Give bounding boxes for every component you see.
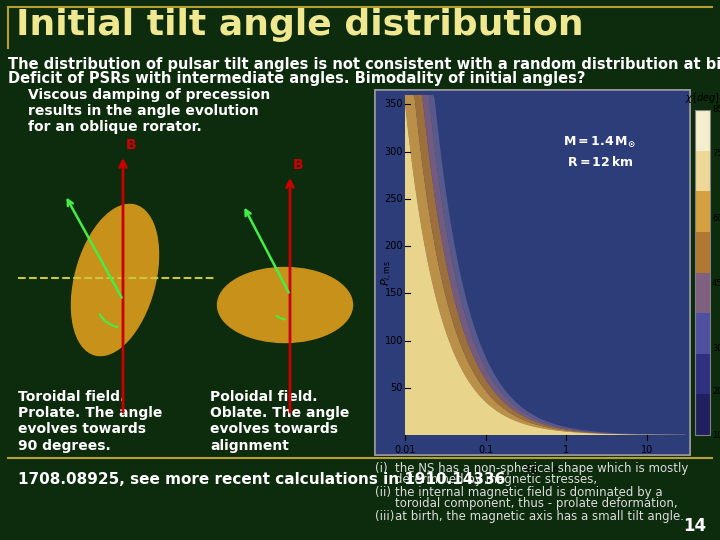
- Text: $\chi\,[deg]$: $\chi\,[deg]$: [685, 91, 720, 105]
- Text: the NS has a non-spherical shape which is mostly: the NS has a non-spherical shape which i…: [395, 462, 688, 475]
- Text: at birth, the magnetic axis has a small tilt angle.: at birth, the magnetic axis has a small …: [395, 510, 684, 523]
- Text: 30: 30: [712, 344, 720, 353]
- Text: 350: 350: [384, 99, 403, 110]
- Text: $\bf{R = 12\,km}$: $\bf{R = 12\,km}$: [567, 155, 634, 169]
- Bar: [695, 273, 710, 313]
- Polygon shape: [405, 104, 685, 435]
- Polygon shape: [405, 95, 685, 435]
- Ellipse shape: [71, 205, 158, 355]
- Polygon shape: [405, 95, 685, 435]
- Text: the internal magnetic field is dominated by a: the internal magnetic field is dominated…: [395, 486, 662, 499]
- Text: Viscous damping of precession
results in the angle evolution
for an oblique rora: Viscous damping of precession results in…: [28, 88, 270, 134]
- Text: (ii): (ii): [375, 486, 391, 499]
- Bar: [695, 313, 710, 354]
- Text: 45: 45: [712, 279, 720, 288]
- Text: 200: 200: [384, 241, 403, 251]
- Text: $\bf{M = 1.4\,M_{\odot}}$: $\bf{M = 1.4\,M_{\odot}}$: [564, 135, 636, 150]
- Text: 100: 100: [384, 335, 403, 346]
- Polygon shape: [405, 95, 685, 435]
- Text: B: B: [293, 158, 304, 172]
- Text: 50: 50: [391, 383, 403, 393]
- Bar: [695, 191, 710, 232]
- Text: Poloidal field.
Oblate. The angle
evolves towards
alignment: Poloidal field. Oblate. The angle evolve…: [210, 390, 349, 453]
- Text: 1: 1: [563, 445, 569, 455]
- Text: B: B: [126, 138, 137, 152]
- Text: 75: 75: [712, 149, 720, 158]
- Bar: [695, 394, 710, 435]
- Text: 0.01: 0.01: [395, 445, 415, 455]
- Text: 0.1: 0.1: [478, 445, 493, 455]
- Text: 300: 300: [384, 147, 403, 157]
- Polygon shape: [405, 95, 685, 435]
- Ellipse shape: [217, 267, 353, 342]
- Text: 10: 10: [641, 445, 653, 455]
- Text: 1708.08925, see more recent calculations in 1910.14336: 1708.08925, see more recent calculations…: [18, 472, 505, 487]
- Text: $P_{i,\rm ms}$: $P_{i,\rm ms}$: [379, 259, 395, 286]
- Bar: [695, 232, 710, 273]
- Text: 20: 20: [712, 387, 720, 396]
- Text: Deficit of PSRs with intermediate angles. Bimodality of initial angles?: Deficit of PSRs with intermediate angles…: [8, 71, 585, 86]
- Text: 85: 85: [712, 105, 720, 114]
- Bar: [375, 90, 690, 455]
- Text: Toroidal field.
Prolate. The angle
evolves towards
90 degrees.: Toroidal field. Prolate. The angle evolv…: [18, 390, 163, 453]
- Bar: [695, 110, 710, 435]
- Bar: [375, 90, 690, 455]
- Text: $\epsilon_{B,-6}$: $\epsilon_{B,-6}$: [525, 463, 560, 477]
- Text: toroidal component, thus - prolate deformation,: toroidal component, thus - prolate defor…: [395, 497, 678, 510]
- Text: 150: 150: [384, 288, 403, 298]
- Bar: [695, 151, 710, 191]
- Text: 60: 60: [712, 214, 720, 223]
- Text: 10: 10: [712, 430, 720, 440]
- Text: determined by magnetic stresses,: determined by magnetic stresses,: [395, 473, 597, 486]
- Bar: [375, 90, 690, 455]
- Text: (iii): (iii): [375, 510, 395, 523]
- Bar: [695, 110, 710, 151]
- Text: 14: 14: [683, 517, 706, 535]
- Polygon shape: [405, 95, 685, 435]
- Text: (i): (i): [375, 462, 387, 475]
- Bar: [695, 354, 710, 394]
- Text: Initial tilt angle distribution: Initial tilt angle distribution: [16, 8, 584, 42]
- Text: The distribution of pulsar tilt angles is not consistent with a random distribut: The distribution of pulsar tilt angles i…: [8, 57, 720, 72]
- Text: 250: 250: [384, 194, 403, 204]
